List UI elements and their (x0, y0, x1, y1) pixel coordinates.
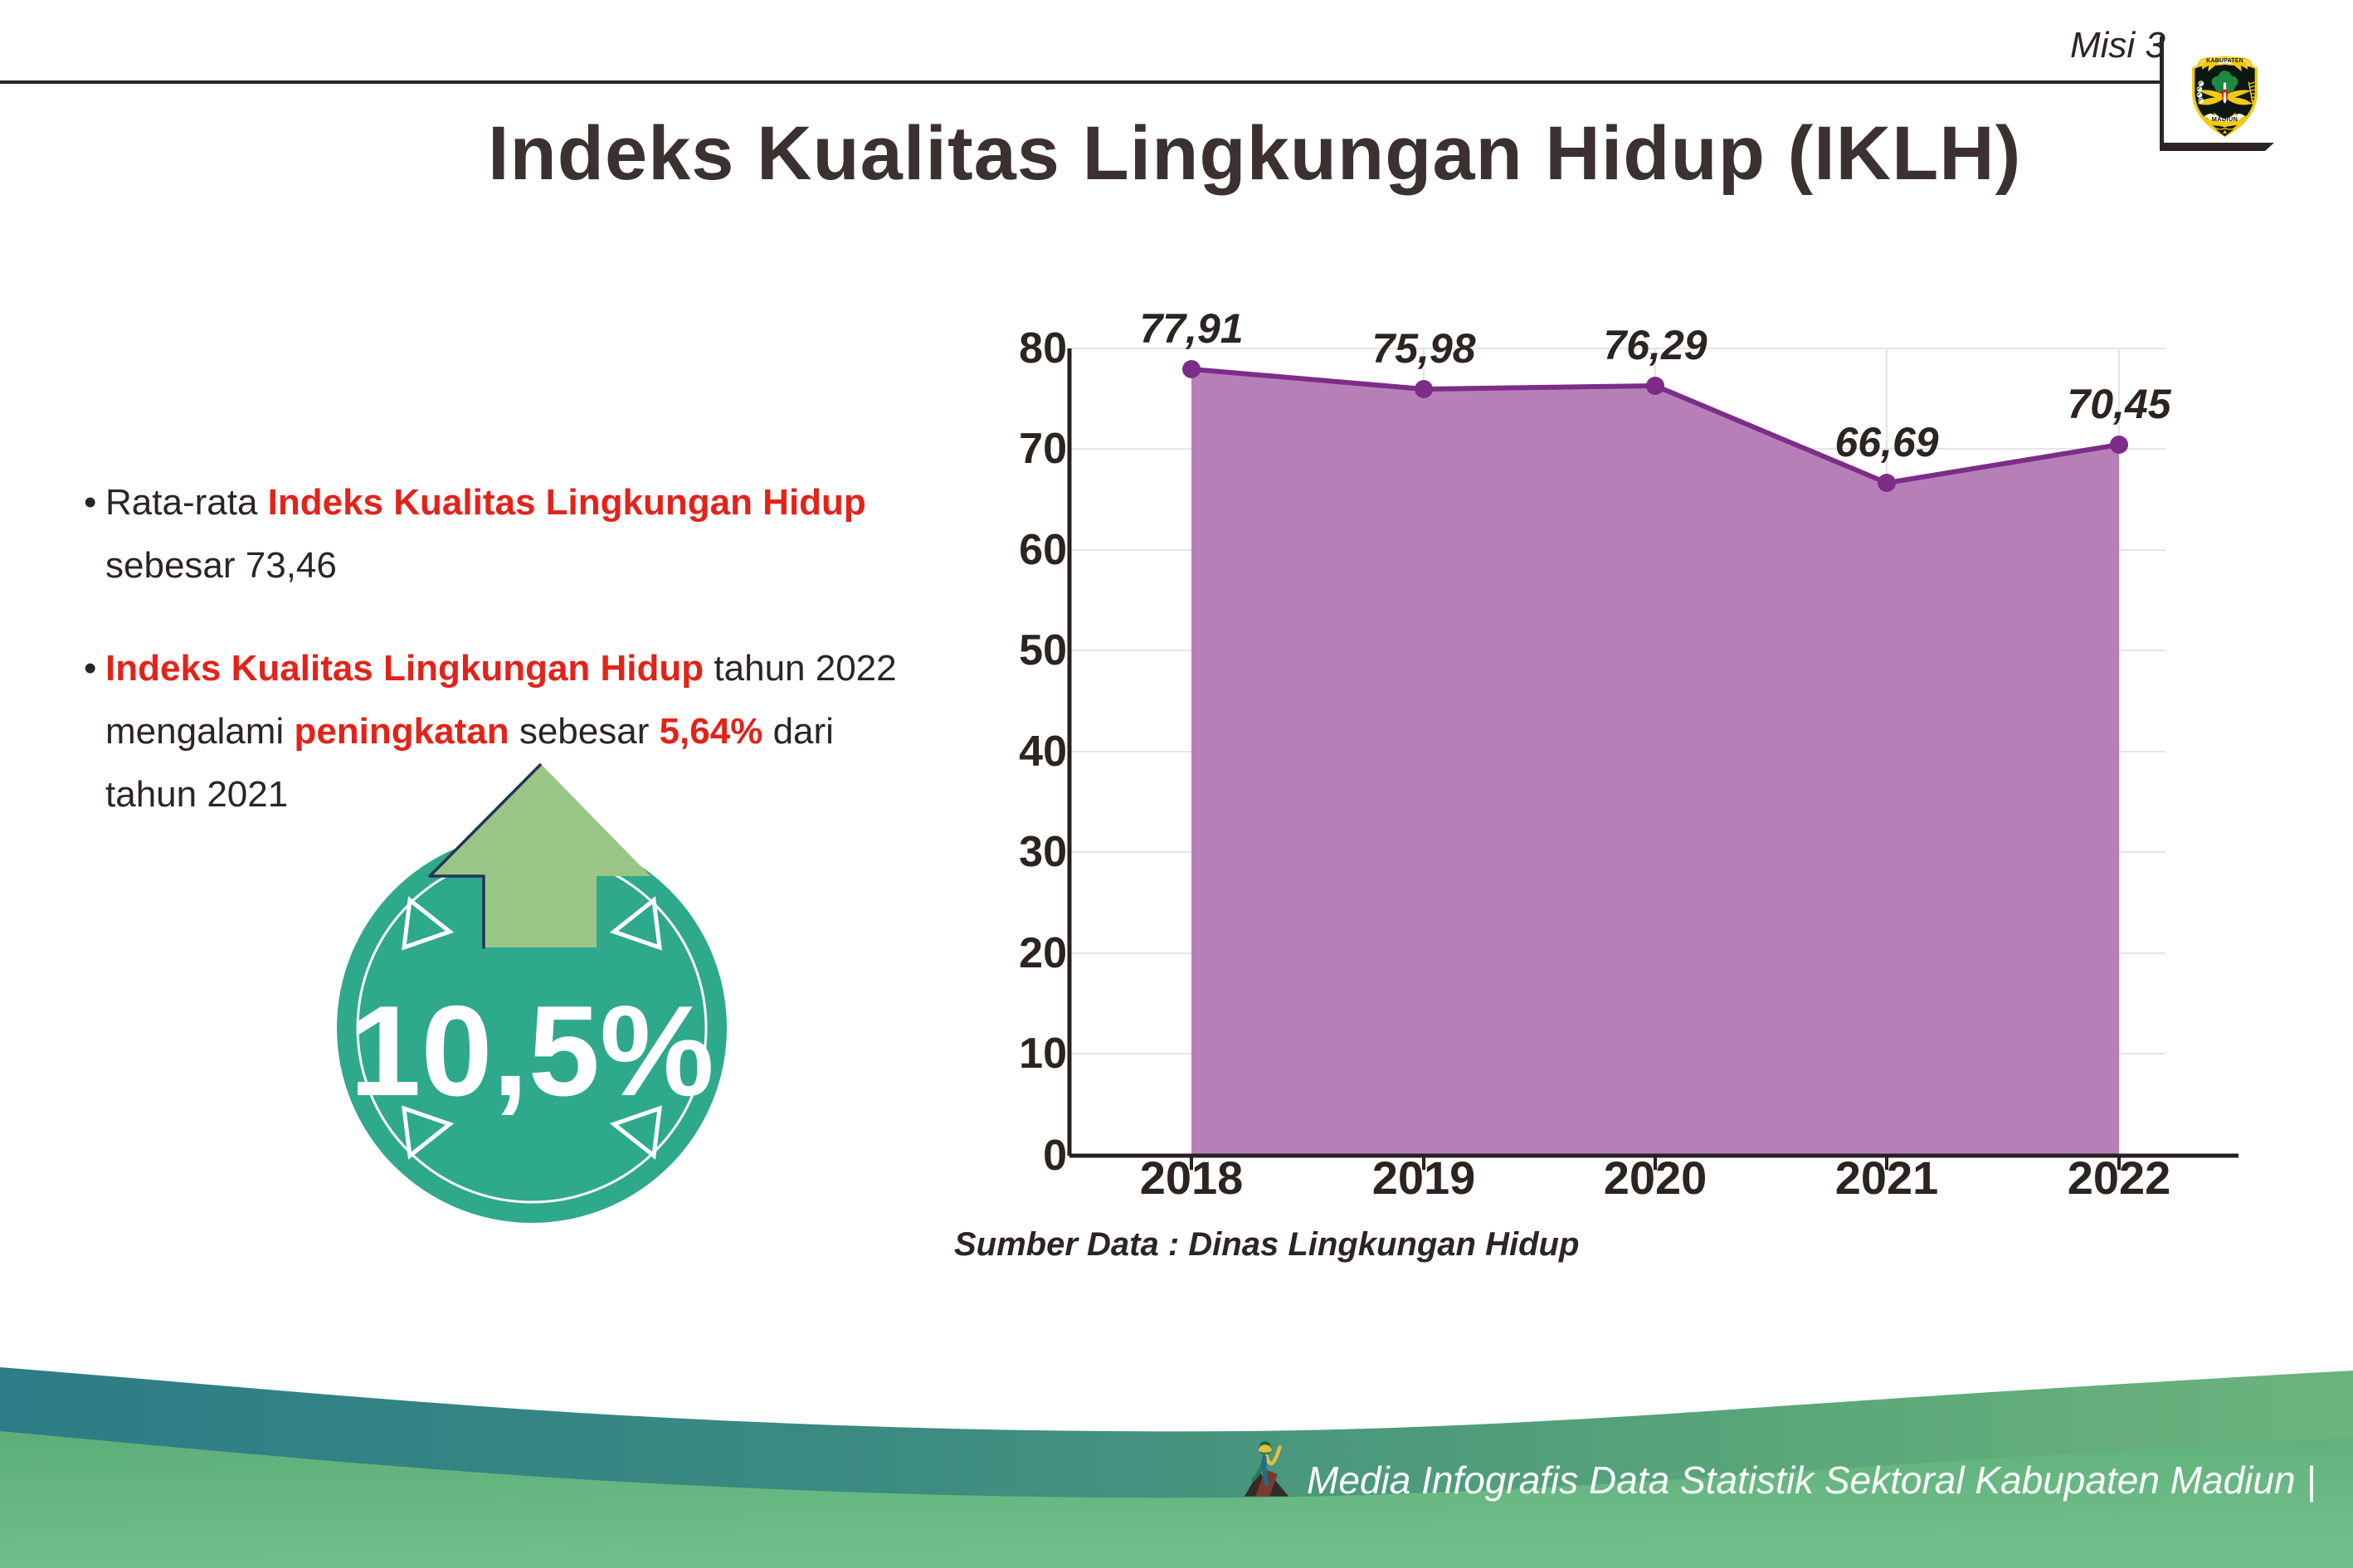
svg-text:MADIUN: MADIUN (2212, 115, 2239, 123)
svg-text:KABUPATEN: KABUPATEN (2206, 58, 2243, 64)
svg-text:10,5%: 10,5% (349, 979, 714, 1122)
